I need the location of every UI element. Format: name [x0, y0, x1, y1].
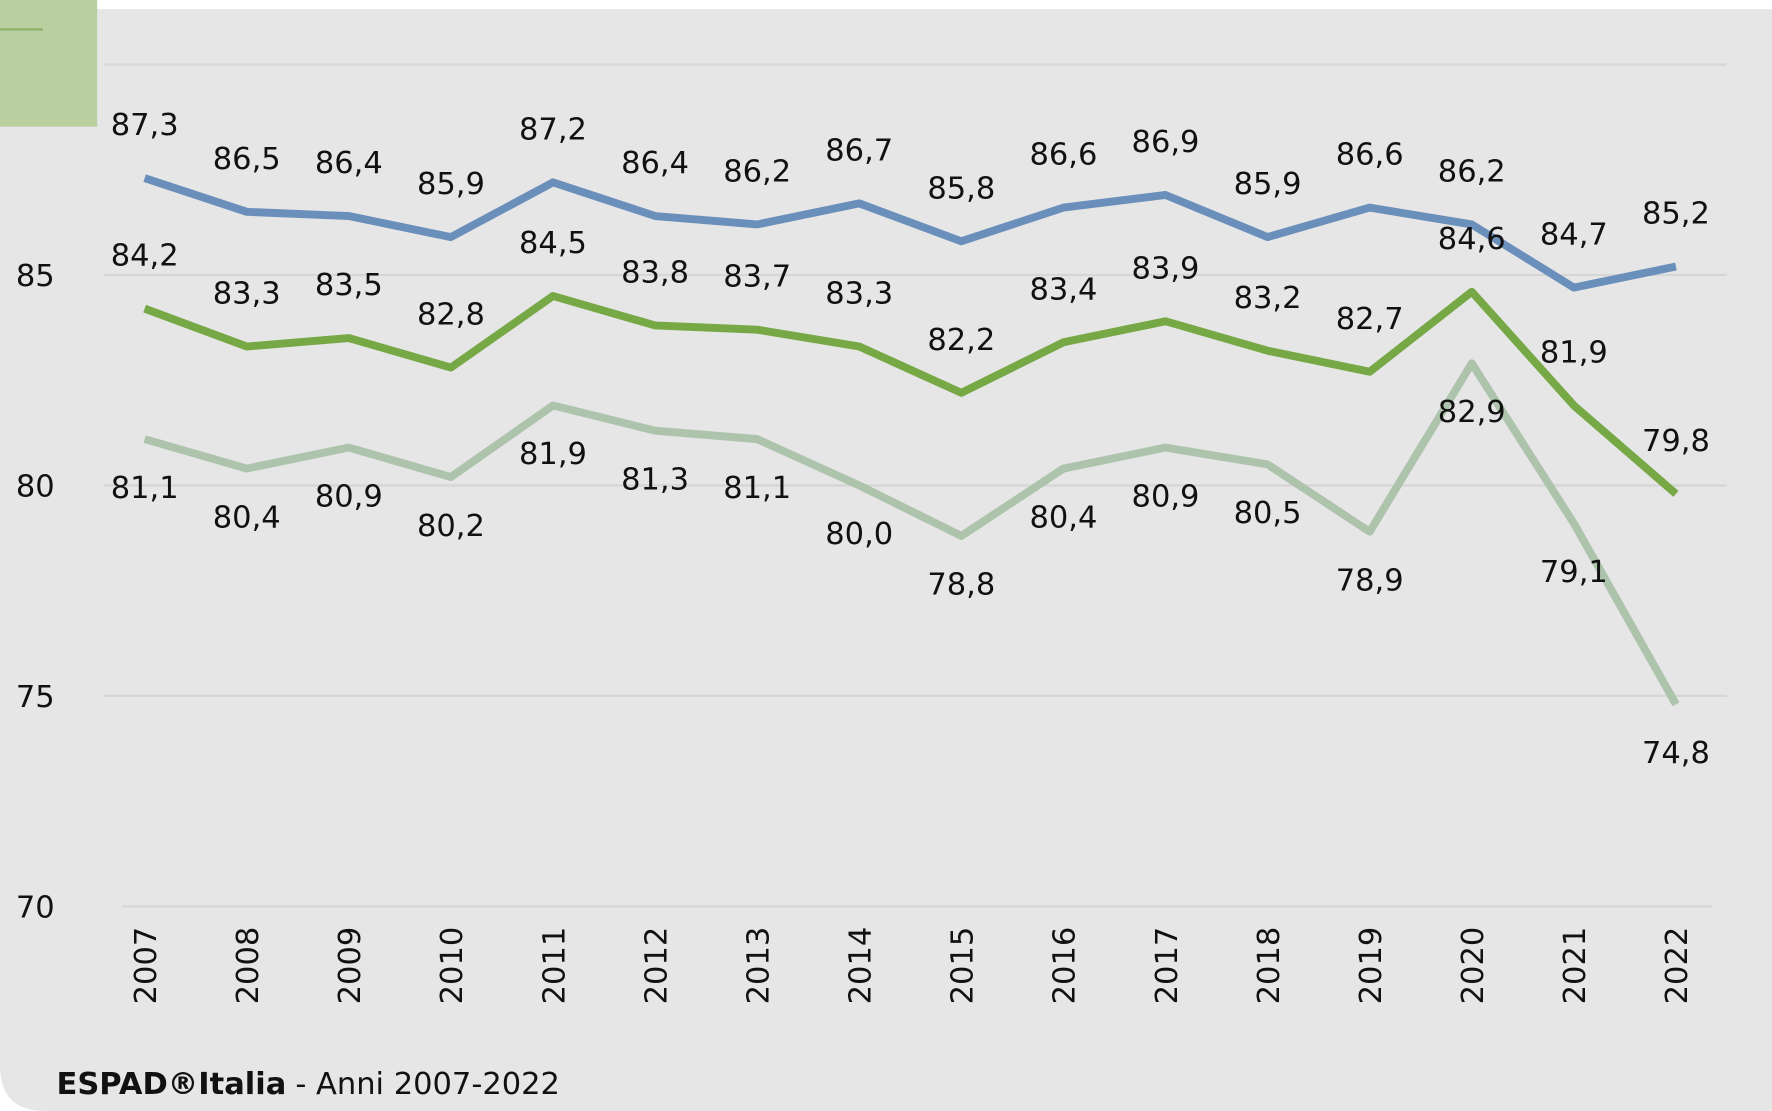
data-label: 81,9	[519, 437, 587, 472]
y-tick-label: 75	[16, 680, 55, 715]
data-label: 86,2	[1438, 154, 1506, 189]
x-tick-label: 2021	[1558, 927, 1593, 1005]
data-label: 81,9	[1540, 336, 1608, 371]
data-label: 74,8	[1642, 736, 1710, 771]
data-label: 80,2	[417, 509, 485, 544]
data-label: 83,5	[315, 268, 383, 303]
data-label: 85,9	[1234, 167, 1302, 202]
data-label: 84,5	[519, 226, 587, 261]
data-label: 81,1	[111, 471, 179, 506]
x-tick-label: 2012	[639, 927, 674, 1005]
data-label: 87,2	[519, 112, 587, 147]
data-label: 80,4	[213, 500, 281, 535]
data-label: 83,4	[1029, 272, 1097, 307]
data-label: 82,7	[1336, 302, 1404, 337]
data-label: 86,2	[723, 154, 791, 189]
y-tick-label: 80	[16, 470, 55, 505]
x-tick-label: 2015	[946, 927, 981, 1005]
source: ESPAD®Italia - Anni 2007-2022	[57, 1067, 560, 1102]
x-tick-label: 2011	[537, 927, 572, 1005]
x-tick-label: 2017	[1150, 927, 1185, 1005]
data-label: 82,8	[417, 298, 485, 333]
data-label: 86,7	[825, 133, 893, 168]
source-text: - Anni 2007-2022	[295, 1067, 560, 1102]
corner-decoration	[0, 0, 98, 127]
data-label: 84,2	[111, 239, 179, 274]
data-label: 85,2	[1642, 197, 1710, 232]
data-label: 83,3	[213, 277, 281, 312]
data-label: 86,9	[1132, 125, 1200, 160]
data-label: 83,7	[723, 260, 791, 295]
data-label: 78,8	[927, 568, 995, 603]
x-tick-label: 2010	[435, 927, 470, 1005]
y-tick-label: 85	[16, 259, 55, 294]
plot: 70 75 80 85 2007 2008 2009 2010 2011 2012 2013 2014…	[16, 63, 1727, 1005]
data-label: 82,9	[1438, 395, 1506, 430]
x-tick-label: 2018	[1252, 927, 1287, 1005]
data-label: 86,6	[1029, 138, 1097, 173]
source-brand: ESPAD®Italia	[57, 1067, 287, 1102]
data-label: 79,8	[1642, 424, 1710, 459]
data-label: 78,9	[1336, 564, 1404, 599]
data-label: 80,5	[1234, 496, 1302, 531]
data-label: 86,6	[1336, 138, 1404, 173]
data-label: 83,9	[1132, 251, 1200, 286]
y-tick-label: 70	[16, 891, 55, 926]
data-label: 79,1	[1540, 555, 1608, 590]
background	[0, 9, 1772, 1111]
data-label: 85,9	[417, 167, 485, 202]
data-label: 80,9	[315, 479, 383, 514]
x-tick-label: 2009	[333, 927, 368, 1005]
data-label: 83,2	[1234, 281, 1302, 316]
data-label: 82,2	[927, 323, 995, 358]
data-label: 85,8	[927, 171, 995, 206]
x-tick-label: 2019	[1354, 927, 1389, 1005]
x-tick-label: 2007	[129, 927, 164, 1005]
series-line	[143, 174, 1677, 292]
x-tick-label: 2013	[741, 927, 776, 1005]
data-label: 81,1	[723, 471, 791, 506]
data-label: 86,4	[315, 146, 383, 181]
x-tick-label: 2022	[1660, 927, 1695, 1005]
x-tick-label: 2014	[844, 927, 879, 1005]
x-tick-label: 2008	[231, 927, 266, 1005]
series-line	[143, 359, 1680, 707]
data-label: 81,3	[621, 462, 689, 497]
data-label: 83,3	[825, 277, 893, 312]
data-label: 86,4	[621, 146, 689, 181]
x-tick-label: 2016	[1048, 927, 1083, 1005]
data-label: 84,6	[1438, 222, 1506, 257]
series-line	[143, 287, 1679, 497]
data-label: 80,0	[825, 517, 893, 552]
x-tick-label: 2020	[1456, 927, 1491, 1005]
data-label: 84,7	[1540, 218, 1608, 253]
data-label: 80,4	[1029, 500, 1097, 535]
data-label: 80,9	[1132, 479, 1200, 514]
data-label: 87,3	[111, 108, 179, 143]
data-label: 86,5	[213, 142, 281, 177]
data-label: 83,8	[621, 256, 689, 291]
